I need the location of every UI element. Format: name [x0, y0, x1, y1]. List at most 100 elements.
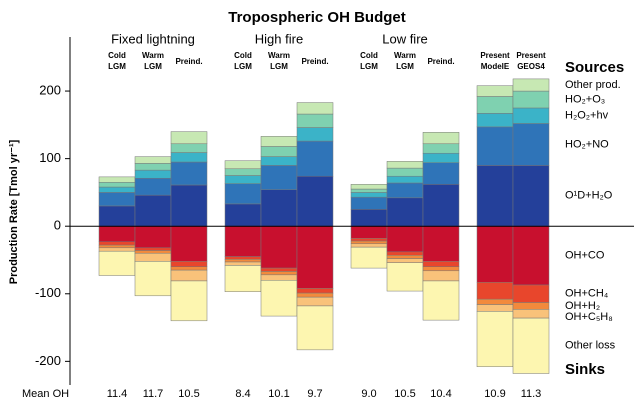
legend-label: HO₂+NO: [565, 138, 609, 150]
bar-segment: [296, 102, 334, 115]
bar-segment: [224, 160, 262, 170]
x-tick-label: Preind.: [427, 57, 454, 66]
x-tick-label: Cold: [234, 51, 252, 60]
bar-segment: [224, 256, 262, 260]
bar-segment: [350, 238, 388, 242]
bar-segment: [422, 266, 460, 272]
x-tick-label: LGM: [270, 62, 288, 71]
mean-oh-value: 10.9: [484, 388, 505, 400]
bar-segment: [98, 182, 136, 188]
legend-label: O¹D+H₂O: [565, 190, 613, 202]
bar-segment: [224, 259, 262, 263]
bar-segment: [170, 152, 208, 163]
mean-oh-value: 10.4: [430, 388, 451, 400]
bar-segment: [476, 225, 514, 283]
x-tick-label: LGM: [108, 62, 126, 71]
y-tick-label: 0: [54, 218, 61, 233]
bar-segment: [422, 225, 460, 262]
bar-segment: [476, 298, 514, 305]
bar-segment: [296, 113, 334, 128]
bar-segment: [512, 284, 550, 303]
x-tick-label: Warm: [268, 51, 290, 60]
chart-title: Tropospheric OH Budget: [228, 9, 406, 26]
bar-segment: [296, 292, 334, 298]
bar-segment: [260, 146, 298, 157]
bar-segment: [224, 265, 262, 292]
bar-segment: [170, 143, 208, 153]
bar-segment: [260, 225, 298, 269]
group-label: Fixed lightning: [111, 31, 195, 46]
bar-segment: [512, 302, 550, 310]
bar-segment: [476, 96, 514, 114]
bar-segment: [134, 225, 172, 249]
bar-segment: [134, 194, 172, 227]
bar-segment: [350, 184, 388, 190]
x-tick-label: Present: [516, 51, 546, 60]
mean-oh-value: 9.7: [307, 388, 322, 400]
y-tick-label: 100: [39, 150, 61, 165]
bar-segment: [170, 280, 208, 322]
bar-segment: [260, 267, 298, 272]
bar-segment: [260, 136, 298, 147]
bar-segment: [224, 261, 262, 266]
bar-segment: [170, 261, 208, 267]
bar-segment: [350, 240, 388, 245]
bar-segment: [134, 247, 172, 251]
bar-segment: [170, 266, 208, 271]
x-tick-label: Preind.: [175, 57, 202, 66]
x-tick-label: Warm: [394, 51, 416, 60]
bar-segment: [296, 140, 334, 177]
bar-segment: [98, 250, 136, 276]
bar-segment: [512, 309, 550, 319]
x-tick-label: Present: [480, 51, 510, 60]
x-tick-label: LGM: [360, 62, 378, 71]
bar-segment: [386, 255, 424, 259]
bar-segment: [170, 131, 208, 145]
bar-segment: [134, 250, 172, 254]
bar-segment: [422, 261, 460, 267]
bar-segment: [512, 90, 550, 109]
bar-segment: [422, 280, 460, 321]
x-tick-label: GEOS4: [517, 62, 545, 71]
bar-segment: [134, 252, 172, 262]
bar-segment: [512, 123, 550, 166]
mean-oh-value: 10.1: [268, 388, 289, 400]
bar-segment: [386, 262, 424, 292]
bar-segment: [134, 169, 172, 179]
legend-label: H₂O₂+hv: [565, 110, 609, 122]
x-tick-label: ModelE: [481, 62, 510, 71]
bar-segment: [224, 203, 262, 227]
bar-segment: [260, 156, 298, 166]
x-tick-label: Cold: [108, 51, 126, 60]
bar-segment: [476, 126, 514, 166]
bar-segment: [296, 175, 334, 227]
bar-segment: [476, 165, 514, 227]
bar-segment: [386, 197, 424, 227]
bar-segment: [98, 225, 136, 242]
y-tick-label: 200: [39, 82, 61, 97]
bar-segment: [476, 113, 514, 128]
bar-segment: [350, 196, 388, 210]
bar-segment: [98, 241, 136, 246]
bar-segment: [422, 184, 460, 227]
legend-label: OH+CH₄: [565, 288, 609, 300]
sinks-label: Sinks: [565, 361, 605, 378]
bar-segment: [170, 161, 208, 186]
bar-segment: [98, 176, 136, 183]
bar-segment: [134, 261, 172, 297]
bar-segment: [224, 168, 262, 176]
group-label: High fire: [255, 31, 303, 46]
bar-segment: [296, 225, 334, 289]
bar-segment: [224, 183, 262, 205]
bar-segment: [98, 247, 136, 252]
bar-segment: [134, 156, 172, 164]
x-tick-label: LGM: [396, 62, 414, 71]
legend-label: Other prod.: [565, 79, 621, 91]
bar-segment: [476, 85, 514, 97]
bar-segment: [260, 280, 298, 317]
bar-segment: [422, 132, 460, 145]
mean-oh-value: 11.4: [107, 388, 128, 400]
bar-segment: [512, 107, 550, 124]
bar-segment: [386, 258, 424, 263]
